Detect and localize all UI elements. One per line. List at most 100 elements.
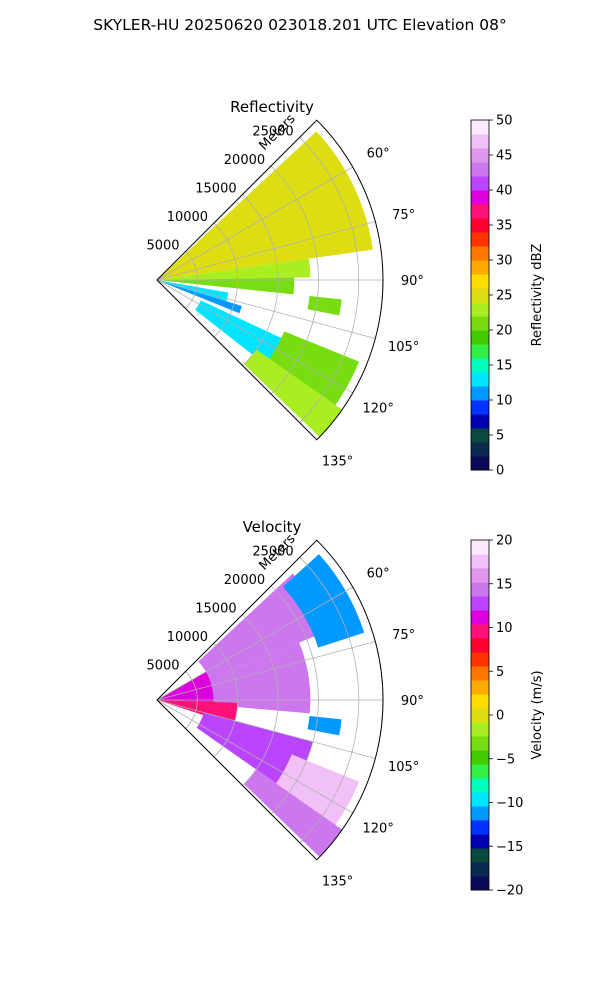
colorbar-segment-16	[471, 666, 489, 681]
colorbar-segment-4	[471, 834, 489, 849]
colorbar-tick-label-9: 20	[496, 534, 513, 549]
azimuth-spoke-4	[156, 279, 376, 339]
colorbar-segment-20	[471, 610, 489, 625]
colorbar-tick-label-1: 0	[496, 464, 504, 479]
colorbar-tick-label-10: 45	[496, 149, 513, 164]
echo-region-3	[209, 642, 311, 714]
colorbar-tick-label-6: 5	[496, 665, 504, 680]
colorbar-tick-label-2: −15	[496, 840, 523, 855]
figure-title: SKYLER-HU 20250620 023018.201 UTC Elevat…	[93, 16, 507, 34]
azimuth-tick-label-4: 105°	[388, 340, 419, 355]
azimuth-spoke-5	[156, 699, 353, 814]
colorbar-tick-label-8: 35	[496, 219, 513, 234]
range-tick-label-5: 25000	[252, 124, 293, 139]
azimuth-tick-label-1: 60°	[367, 566, 390, 581]
colorbar-segment-20	[471, 190, 489, 205]
colorbar-segment-24	[471, 134, 489, 149]
colorbar-segment-3	[471, 848, 489, 863]
sector-outline	[156, 119, 384, 441]
azimuth-tick-label-1: 60°	[367, 146, 390, 161]
colorbar-segment-15	[471, 260, 489, 275]
colorbar-segment-17	[471, 652, 489, 667]
range-tick-label-1: 5000	[146, 658, 179, 673]
azimuth-tick-label-3: 90°	[401, 274, 424, 289]
echo-region-9	[307, 716, 342, 736]
range-tick-label-4: 20000	[224, 153, 265, 168]
colorbar-segment-13	[471, 708, 489, 723]
azimuth-tick-label-6: 135°	[322, 455, 353, 470]
colorbar-segment-23	[471, 148, 489, 163]
echo-region-9	[307, 296, 342, 316]
colorbar-tick-label-3: −10	[496, 796, 523, 811]
colorbar-tick-label-9: 40	[496, 184, 513, 199]
colorbar-segment-25	[471, 540, 489, 555]
azimuth-spoke-1	[156, 586, 353, 701]
colorbar-segment-5	[471, 400, 489, 415]
range-tick-label-2: 10000	[167, 630, 208, 645]
colorbar-segment-2	[471, 862, 489, 877]
colorbar-tick-label-6: 25	[496, 289, 513, 304]
azimuth-tick-label-5: 120°	[363, 822, 394, 837]
echo-region-2	[157, 258, 311, 280]
colorbar-tick-label-8: 15	[496, 577, 513, 592]
echo-region-3	[157, 277, 295, 295]
colorbar-segment-19	[471, 624, 489, 639]
colorbar-segment-24	[471, 554, 489, 569]
colorbar-tick-label-3: 10	[496, 394, 513, 409]
panel-title: Velocity	[243, 518, 302, 536]
azimuth-spoke-2	[156, 221, 376, 281]
colorbar-segment-14	[471, 274, 489, 289]
radar-panel-2: Velocity500010000150002000025000Meters60…	[146, 518, 545, 899]
colorbar-label: Reflectivity dBZ	[530, 244, 545, 347]
colorbar-segment-2	[471, 442, 489, 457]
sector-outline	[156, 539, 384, 861]
azimuth-spoke-4	[156, 699, 376, 759]
colorbar-label: Velocity (m/s)	[530, 670, 545, 759]
colorbar-segment-7	[471, 372, 489, 387]
colorbar-tick-label-4: −5	[496, 752, 515, 767]
colorbar-tick-label-7: 30	[496, 254, 513, 269]
colorbar-segment-17	[471, 232, 489, 247]
range-tick-label-4: 20000	[224, 573, 265, 588]
colorbar-segment-4	[471, 414, 489, 429]
colorbar-segment-21	[471, 596, 489, 611]
colorbar-segment-18	[471, 218, 489, 233]
range-tick-label-1: 5000	[146, 238, 179, 253]
colorbar-segment-11	[471, 736, 489, 751]
azimuth-tick-label-2: 75°	[392, 208, 415, 223]
echo-region-7	[271, 754, 360, 835]
azimuth-tick-label-2: 75°	[392, 628, 415, 643]
echo-region-6	[195, 300, 289, 370]
colorbar-segment-23	[471, 568, 489, 583]
colorbar-segment-18	[471, 638, 489, 653]
azimuth-spoke-2	[156, 641, 376, 701]
colorbar-segment-8	[471, 358, 489, 373]
colorbar-segment-21	[471, 176, 489, 191]
azimuth-tick-label-4: 105°	[388, 760, 419, 775]
range-tick-label-3: 15000	[195, 601, 236, 616]
panel-title: Reflectivity	[230, 98, 314, 116]
echo-region-1	[157, 667, 222, 703]
colorbar-tick-label-5: 0	[496, 709, 504, 724]
colorbar-segment-3	[471, 428, 489, 443]
colorbar-segment-7	[471, 792, 489, 807]
echo-region-5	[157, 280, 242, 314]
azimuth-spoke-5	[156, 279, 353, 394]
colorbar-segment-12	[471, 302, 489, 317]
colorbar-segment-10	[471, 750, 489, 765]
colorbar-segment-11	[471, 316, 489, 331]
colorbar-segment-15	[471, 680, 489, 695]
colorbar-segment-6	[471, 806, 489, 821]
colorbar-segment-25	[471, 120, 489, 135]
colorbar-segment-1	[471, 456, 489, 471]
azimuth-spoke-1	[156, 166, 353, 281]
echo-region-7	[268, 331, 360, 409]
colorbar-segment-14	[471, 694, 489, 709]
colorbar-segment-19	[471, 204, 489, 219]
colorbar-segment-5	[471, 820, 489, 835]
colorbar-segment-9	[471, 344, 489, 359]
azimuth-tick-label-3: 90°	[401, 694, 424, 709]
colorbar-segment-1	[471, 876, 489, 891]
echo-region-1	[157, 131, 373, 280]
